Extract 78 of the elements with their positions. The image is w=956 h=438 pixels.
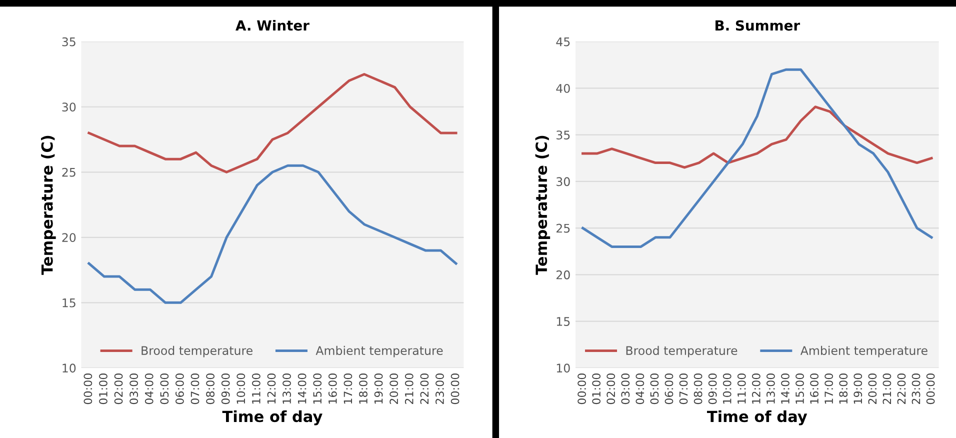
x-tick-label: 12:00 [267, 374, 276, 404]
x-tick-label: 02:00 [114, 374, 123, 404]
x-tick-label: 00:00 [578, 374, 586, 404]
x-tick-label: 22:00 [420, 374, 429, 404]
y-tick-label: 30 [556, 177, 570, 186]
y-tick-label: 10 [62, 364, 76, 373]
y-tick-label: 15 [62, 298, 76, 308]
y-axis-title: Temperature (C) [535, 136, 550, 275]
x-tick-label: 20:00 [868, 374, 877, 404]
line-series [582, 68, 933, 248]
line-series [88, 164, 458, 304]
x-tick-label: 21:00 [404, 374, 414, 404]
y-tick-label: 10 [556, 364, 570, 373]
x-tick-label: 16:00 [810, 374, 818, 404]
x-tick-label: 20:00 [390, 374, 398, 404]
legend-label: Ambient temperature [316, 346, 443, 358]
x-tick-label: 17:00 [344, 374, 352, 404]
line-series [582, 106, 933, 169]
x-tick-label: 08:00 [206, 374, 214, 404]
x-tick-label: 07:00 [190, 374, 200, 404]
x-tick-label: 05:00 [160, 374, 169, 404]
x-tick-label: 19:00 [374, 374, 383, 404]
x-axis-title: Time of day [222, 410, 322, 426]
x-tick-label: 18:00 [839, 374, 848, 404]
y-tick-label: 40 [556, 84, 570, 93]
legend-label: Brood temperature [142, 346, 252, 358]
y-tick-label: 15 [556, 317, 570, 326]
x-tick-label: 23:00 [436, 374, 444, 404]
x-tick-label: 00:00 [926, 374, 935, 404]
y-tick-label: 20 [556, 270, 570, 280]
x-tick-label: 04:00 [636, 374, 644, 404]
y-tick-label: 20 [62, 233, 76, 242]
x-tick-label: 03:00 [130, 374, 138, 404]
x-tick-label: 09:00 [708, 374, 717, 404]
x-tick-label: 18:00 [359, 374, 368, 404]
x-tick-label: 00:00 [84, 374, 92, 404]
x-tick-label: 15:00 [796, 374, 804, 404]
x-tick-label: 19:00 [854, 374, 862, 404]
x-tick-label: 06:00 [664, 374, 674, 404]
x-tick-label: 13:00 [282, 374, 291, 404]
y-tick-label: 30 [62, 102, 76, 112]
x-tick-label: 10:00 [722, 374, 732, 404]
y-tick-label: 45 [556, 37, 570, 46]
x-tick-label: 10:00 [236, 374, 246, 404]
x-tick-label: 00:00 [450, 374, 460, 404]
y-tick-label: 35 [62, 37, 76, 46]
y-axis-title: Temperature (C) [41, 136, 56, 275]
x-tick-label: 13:00 [766, 374, 775, 404]
x-tick-label: 06:00 [176, 374, 184, 404]
legend-label: Ambient temperature [800, 346, 928, 358]
x-tick-label: 03:00 [621, 374, 630, 404]
x-tick-label: 17:00 [824, 374, 834, 404]
line-series [88, 72, 458, 174]
x-tick-label: 02:00 [606, 374, 616, 404]
x-tick-label: 11:00 [252, 374, 260, 404]
x-tick-label: 08:00 [694, 374, 702, 404]
chart-title: A. Winter [236, 20, 310, 31]
y-tick-label: 25 [62, 168, 76, 177]
x-tick-label: 01:00 [592, 374, 601, 404]
x-tick-label: 15:00 [313, 374, 322, 404]
x-tick-label: 14:00 [298, 374, 306, 404]
chart-title: B. Summer [716, 20, 800, 31]
x-tick-label: 04:00 [144, 374, 154, 404]
y-tick-label: 35 [556, 130, 570, 140]
x-axis-title: Time of day [707, 410, 808, 426]
x-tick-label: 11:00 [737, 374, 746, 404]
x-tick-label: 23:00 [912, 374, 920, 404]
x-tick-label: 01:00 [99, 374, 108, 404]
x-tick-label: 16:00 [328, 374, 337, 404]
y-tick-label: 25 [556, 224, 570, 233]
x-tick-label: 21:00 [882, 374, 892, 404]
x-tick-label: 05:00 [650, 374, 659, 404]
x-tick-label: 14:00 [781, 374, 790, 404]
x-tick-label: 12:00 [752, 374, 760, 404]
legend-label: Brood temperature [626, 346, 738, 358]
x-tick-label: 22:00 [897, 374, 906, 404]
x-tick-label: 07:00 [679, 374, 688, 404]
x-tick-label: 09:00 [221, 374, 230, 404]
